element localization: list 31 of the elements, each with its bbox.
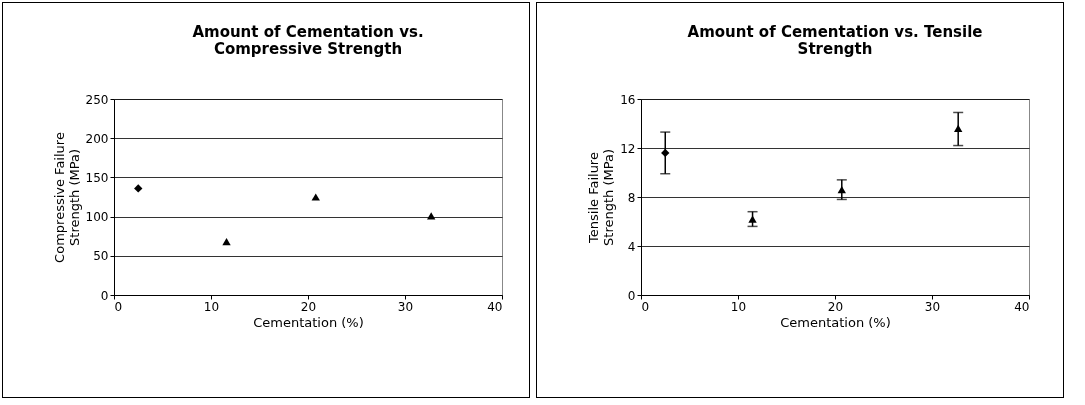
chart-title: Amount of Cementation vs. Compressive Strength — [192, 23, 424, 58]
y-tick-label: 0 — [627, 288, 636, 303]
chart-title: Amount of Cementation vs. Tensile Strength — [687, 23, 983, 58]
x-tick-label: 0 — [114, 299, 123, 314]
y-tick-label: 100 — [85, 210, 109, 225]
y-tick-label: 250 — [85, 92, 109, 107]
y-tick-label: 150 — [85, 170, 109, 185]
point — [311, 193, 320, 201]
y-tick-label: 12 — [620, 141, 636, 156]
y-tick-label: 200 — [85, 131, 109, 146]
x-axis-title: Cementation (%) — [780, 314, 891, 330]
y-axis-title: Compressive Failure Strength (MPa) — [51, 132, 82, 263]
point — [134, 184, 143, 193]
y-tick-label: 0 — [100, 288, 109, 303]
y-tick-label: 4 — [627, 239, 636, 254]
y-tick-label: 16 — [620, 92, 636, 107]
y-tick-label: 8 — [627, 190, 636, 205]
x-tick-label: 20 — [827, 299, 844, 314]
x-tick-label: 20 — [300, 299, 317, 314]
x-tick-label: 0 — [641, 299, 650, 314]
x-tick-label: 40 — [1014, 299, 1030, 314]
x-axis-title: Cementation (%) — [253, 314, 364, 330]
y-tick-label: 50 — [93, 249, 109, 264]
x-tick-label: 10 — [203, 299, 220, 314]
x-tick-label: 30 — [397, 299, 414, 314]
x-tick-label: 10 — [730, 299, 747, 314]
point — [222, 238, 231, 246]
y-axis-title: Tensile Failure Strength (MPa) — [586, 149, 617, 246]
x-tick-label: 40 — [487, 299, 503, 314]
point — [427, 212, 436, 220]
x-tick-label: 30 — [924, 299, 941, 314]
